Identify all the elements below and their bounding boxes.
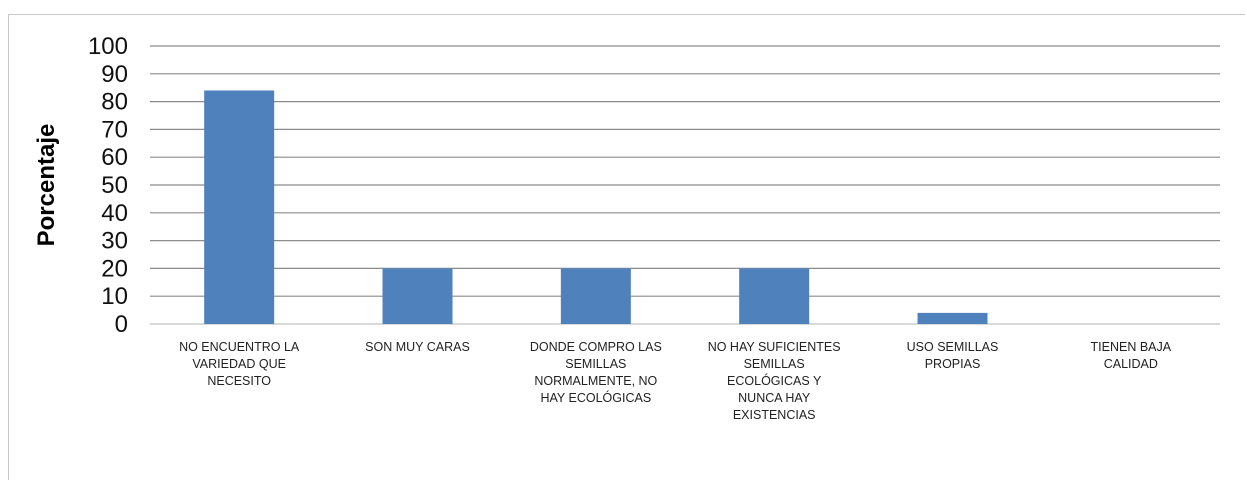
x-category-label-6: TIENEN BAJA CALIDAD [1091,340,1172,371]
bars [204,90,988,324]
x-category-label-3: DONDE COMPRO LAS SEMILLAS NORMALMENTE, NO H… [530,340,662,405]
bar-1 [204,90,275,324]
y-tick-label: 60 [101,144,128,171]
x-axis-category-labels: NO ENCUENTRO LA VARIEDAD QUE NECESITO SON M… [179,340,1172,422]
x-category-label-4: NO HAY SUFICIENTES SEMILLAS ECOLÓGICAS Y NU… [708,340,841,422]
bar-3 [560,268,631,324]
y-tick-label: 90 [101,61,128,88]
y-tick-label: 10 [101,283,128,310]
gridlines [150,45,1220,325]
bar-5 [917,312,988,324]
y-axis-label: Porcentaje [33,124,60,247]
y-tick-label: 0 [115,311,128,338]
x-category-label-2: SON MUY CARAS [365,340,470,354]
bar-4 [739,268,810,324]
x-category-label-1: NO ENCUENTRO LA VARIEDAD QUE NECESITO [179,340,300,388]
y-tick-label: 100 [88,33,128,60]
y-tick-label: 80 [101,89,128,116]
x-category-label-5: USO SEMILLAS PROPIAS [907,340,999,371]
y-tick-label: 50 [101,172,128,199]
y-tick-label: 40 [101,200,128,227]
chart-frame [8,14,1245,480]
bar-2 [382,268,453,324]
y-tick-label: 70 [101,116,128,143]
y-tick-label: 30 [101,228,128,255]
y-tick-label: 20 [101,255,128,282]
